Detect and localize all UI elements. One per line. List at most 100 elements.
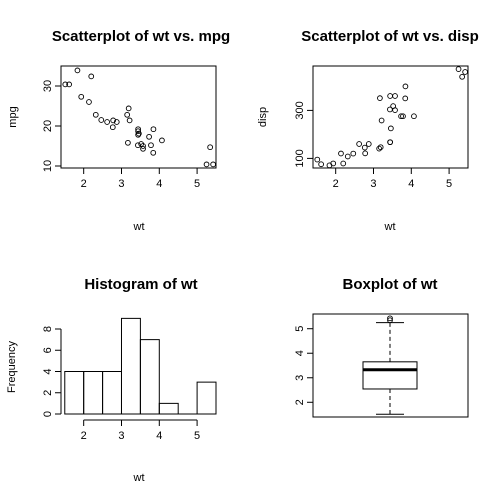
data-point (109, 124, 116, 131)
y-tick-label: 5 (294, 326, 306, 332)
y-tick-label: 20 (42, 120, 54, 132)
x-axis-label: wt (133, 472, 145, 484)
data-point (400, 113, 406, 120)
plot-box (312, 65, 469, 169)
histogram-bar (158, 402, 179, 415)
data-point (350, 150, 357, 157)
y-tick-label: 2 (42, 390, 54, 396)
data-point (125, 105, 132, 112)
bars (64, 317, 217, 415)
x-tick-label: 3 (370, 178, 376, 190)
data-point (318, 161, 324, 168)
x-tick-label: 2 (81, 178, 87, 190)
y-axis-label: Frequency (6, 341, 18, 393)
data-point (135, 131, 141, 138)
data-point (377, 144, 384, 151)
points (62, 67, 216, 168)
x-tick-label: 2 (333, 178, 339, 190)
chart-title: Histogram of wt (84, 276, 197, 293)
data-point (459, 73, 465, 80)
data-point (150, 149, 157, 156)
y-tick-label: 3 (294, 375, 306, 381)
x-tick-label: 5 (446, 178, 452, 190)
data-point (362, 150, 369, 157)
data-point (411, 113, 417, 120)
data-point (402, 83, 409, 90)
data-point (376, 145, 383, 152)
x-tick-label: 4 (408, 178, 414, 190)
data-point (135, 142, 141, 149)
y-tick-label: 4 (42, 368, 54, 374)
data-point (314, 156, 321, 163)
data-point (387, 93, 393, 99)
histogram-bar (83, 371, 104, 415)
x-tick-label: 5 (194, 178, 200, 190)
histogram-bar (139, 339, 160, 415)
boxplot-wt-panel: Boxplot of wt 2 3 4 5 (294, 276, 469, 418)
data-point (125, 139, 131, 146)
data-point (398, 113, 404, 120)
data-point (455, 66, 462, 72)
y-axis: 100 300 (294, 101, 314, 168)
y-tick-label: 4 (294, 350, 306, 356)
histogram-bar (120, 317, 141, 415)
data-point (92, 111, 99, 118)
histogram-bar (196, 381, 217, 415)
data-point (148, 142, 154, 149)
data-point (392, 107, 398, 114)
data-point (356, 141, 362, 147)
data-point (62, 81, 69, 88)
y-axis-label: mpg (7, 106, 19, 127)
data-point (361, 144, 368, 151)
data-point (146, 133, 152, 140)
y-tick-label: 6 (42, 347, 54, 353)
points (314, 66, 468, 169)
y-tick-label: 30 (42, 80, 54, 92)
x-axis: 2 3 4 5 (333, 167, 452, 190)
data-point (74, 67, 81, 74)
histogram-wt-panel: Histogram of wt 2 3 4 5 0 2 4 6 8 wt Frequency (6, 276, 217, 484)
data-point (365, 141, 372, 147)
iqr-box (362, 361, 418, 390)
data-point (387, 139, 393, 146)
chart-title: Scatterplot of wt vs. mpg (52, 28, 230, 45)
chart-title: Scatterplot of wt vs. disp (301, 28, 479, 45)
x-tick-label: 4 (156, 430, 162, 442)
data-point (388, 125, 394, 132)
data-point (377, 95, 383, 102)
data-point (140, 143, 146, 149)
data-point (113, 119, 120, 125)
x-tick-label: 4 (156, 178, 162, 190)
data-point (66, 81, 72, 88)
data-point (88, 73, 95, 80)
data-point (135, 128, 141, 135)
data-point (207, 144, 213, 151)
data-point (135, 126, 141, 133)
x-axis-label: wt (384, 221, 396, 233)
x-axis: 2 3 4 5 (81, 167, 200, 190)
data-point (78, 93, 85, 100)
histogram-bar (102, 371, 122, 415)
data-point (210, 161, 216, 168)
box (362, 315, 418, 415)
x-tick-label: 2 (81, 430, 87, 442)
x-tick-label: 3 (118, 178, 124, 190)
y-axis: 10 20 30 (42, 80, 62, 172)
x-tick-label: 3 (118, 430, 124, 442)
data-point (462, 69, 468, 75)
data-point (203, 161, 210, 168)
data-point (392, 93, 398, 99)
data-point (86, 99, 92, 105)
x-axis: 2 3 4 5 (81, 419, 200, 442)
outlier-point (387, 317, 393, 324)
data-point (124, 111, 131, 118)
scatter-wt-disp-panel: Scatterplot of wt vs. disp 2 3 4 5 100 300 w… (257, 28, 479, 233)
y-tick-label: 0 (42, 411, 54, 417)
x-tick-label: 5 (194, 430, 200, 442)
data-point (344, 153, 351, 160)
outlier-point (387, 315, 393, 322)
y-tick-label: 8 (42, 326, 54, 332)
data-point (378, 117, 385, 124)
y-axis: 0 2 4 6 8 (42, 326, 62, 417)
